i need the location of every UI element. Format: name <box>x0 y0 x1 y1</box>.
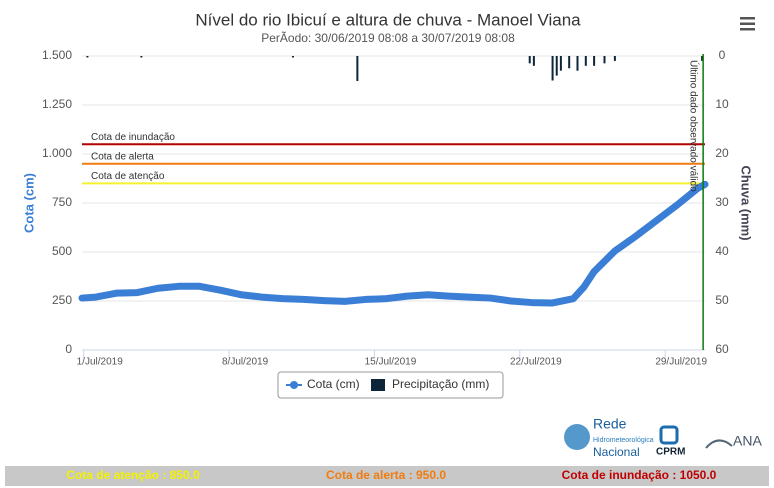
x-tick-label: 8/Jul/2019 <box>222 357 269 368</box>
precip-bar <box>593 56 596 66</box>
y-tick-label: 250 <box>52 293 72 307</box>
legend: Cota (cm) Precipitação (mm) <box>277 371 504 399</box>
logo-rhn <box>564 424 590 450</box>
cota-line <box>78 180 709 307</box>
footer-text: Cota de inundação : 1050.0 <box>562 468 717 482</box>
footer-text: Cota de alerta : 950.0 <box>326 468 446 482</box>
threshold-label: Cota de inundação <box>91 132 175 143</box>
precip-bar <box>528 56 531 64</box>
y2-tick-label: 30 <box>715 195 729 209</box>
logo-text: CPRM <box>656 447 685 458</box>
y2-tick-label: 0 <box>719 48 726 62</box>
precip-bar <box>584 56 587 66</box>
precip-bar <box>613 56 616 61</box>
logo-text: Rede <box>593 416 627 432</box>
y2-tick-label: 20 <box>715 146 729 160</box>
y-tick-label: 1.250 <box>42 97 72 111</box>
logo-text: Hidrometeorológica <box>593 437 654 444</box>
chart-title: Nível do rio Ibicuí e altura de chuva - … <box>195 10 581 29</box>
precip-bar <box>568 56 571 69</box>
x-tick-label: 1/Jul/2019 <box>77 357 124 368</box>
precip-bar <box>291 56 294 58</box>
y2-tick-label: 60 <box>715 342 729 356</box>
y-axis-title: Cota (cm) <box>21 173 36 233</box>
legend-marker <box>290 381 298 389</box>
precip-bar <box>559 56 562 71</box>
threshold-label: Cota de atenção <box>91 171 165 182</box>
precip-bar <box>603 56 606 64</box>
precip-bar <box>140 56 143 58</box>
logo-ana <box>705 439 733 449</box>
precip-bar <box>551 56 554 81</box>
precip-bar <box>701 56 704 61</box>
y-tick-label: 1.000 <box>42 146 72 160</box>
y2-tick-label: 40 <box>715 244 729 258</box>
menu-button[interactable] <box>740 17 755 31</box>
footer-bar <box>5 466 769 486</box>
y2-tick-label: 50 <box>715 293 729 307</box>
y-tick-label: 500 <box>52 244 72 258</box>
legend-label: Precipitação (mm) <box>392 377 489 391</box>
y2-tick-label: 10 <box>715 97 729 111</box>
logo-cprm <box>659 425 679 445</box>
precip-bar <box>356 56 359 81</box>
legend-box <box>277 371 504 399</box>
threshold-label: Cota de alerta <box>91 151 154 162</box>
precip-bar <box>86 56 89 58</box>
precip-bar <box>555 56 558 76</box>
x-tick-label: 22/Jul/2019 <box>510 357 562 368</box>
y2-axis-title: Chuva (mm) <box>739 165 754 240</box>
footer-text: Cota de atenção : 850.0 <box>66 468 200 482</box>
y-tick-label: 750 <box>52 195 72 209</box>
x-tick-label: 29/Jul/2019 <box>655 357 707 368</box>
legend-marker <box>371 379 385 391</box>
precip-bar <box>576 56 579 71</box>
precip-bar <box>532 56 535 66</box>
y-tick-label: 1.500 <box>42 48 72 62</box>
y-tick-label: 0 <box>65 342 72 356</box>
logo-text: Nacional <box>593 445 640 459</box>
legend-label: Cota (cm) <box>307 377 360 391</box>
chart-subtitle: PerÃodo: 30/06/2019 08:08 a 30/07/2019 0… <box>261 31 515 45</box>
x-tick-label: 15/Jul/2019 <box>365 357 417 368</box>
logo-text: ANA <box>733 433 762 449</box>
last-data-label: Último dado observado válido <box>687 60 700 192</box>
